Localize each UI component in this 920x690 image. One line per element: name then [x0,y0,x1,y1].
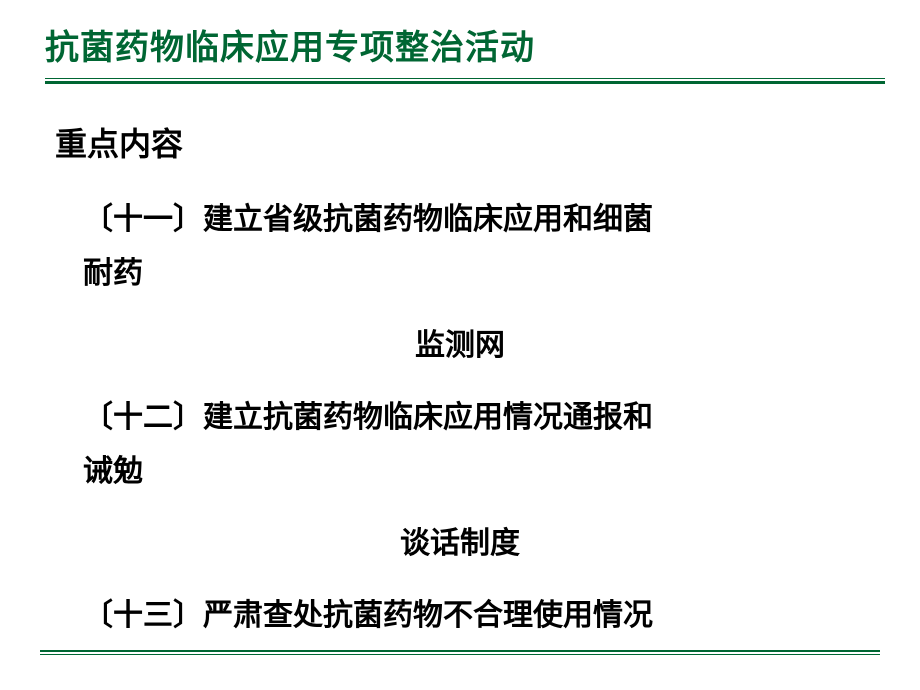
item-prefix: 〔十二〕 [83,401,203,434]
content-item-11: 〔十一〕建立省级抗菌药物临床应用和细菌 耐药 [55,193,865,301]
item-text-wrap: 诫勉 [83,455,143,488]
item-text: 严肃查处抗菌药物不合理使用情况 [203,599,653,632]
item-text: 建立省级抗菌药物临床应用和细菌 [203,203,653,236]
content-area: 重点内容 〔十一〕建立省级抗菌药物临床应用和细菌 耐药 监测网 〔十二〕建立抗菌… [0,84,920,643]
content-item-12: 〔十二〕建立抗菌药物临床应用情况通报和 诫勉 [55,391,865,499]
item-text-wrap: 耐药 [83,257,143,290]
title-container: 抗菌药物临床应用专项整治活动 [0,20,920,84]
item-prefix: 〔十一〕 [83,203,203,236]
item-continuation-11: 监测网 [55,319,865,373]
item-text: 建立抗菌药物临床应用情况通报和 [203,401,653,434]
content-item-13: 〔十三〕严肃查处抗菌药物不合理使用情况 [55,589,865,643]
section-heading: 重点内容 [55,119,865,165]
item-prefix: 〔十三〕 [83,599,203,632]
bottom-divider-line [40,650,880,652]
slide-title: 抗菌药物临床应用专项整治活动 [45,20,875,69]
item-continuation-12: 谈话制度 [55,517,865,571]
title-underline [45,81,885,84]
presentation-slide: 抗菌药物临床应用专项整治活动 重点内容 〔十一〕建立省级抗菌药物临床应用和细菌 … [0,0,920,690]
